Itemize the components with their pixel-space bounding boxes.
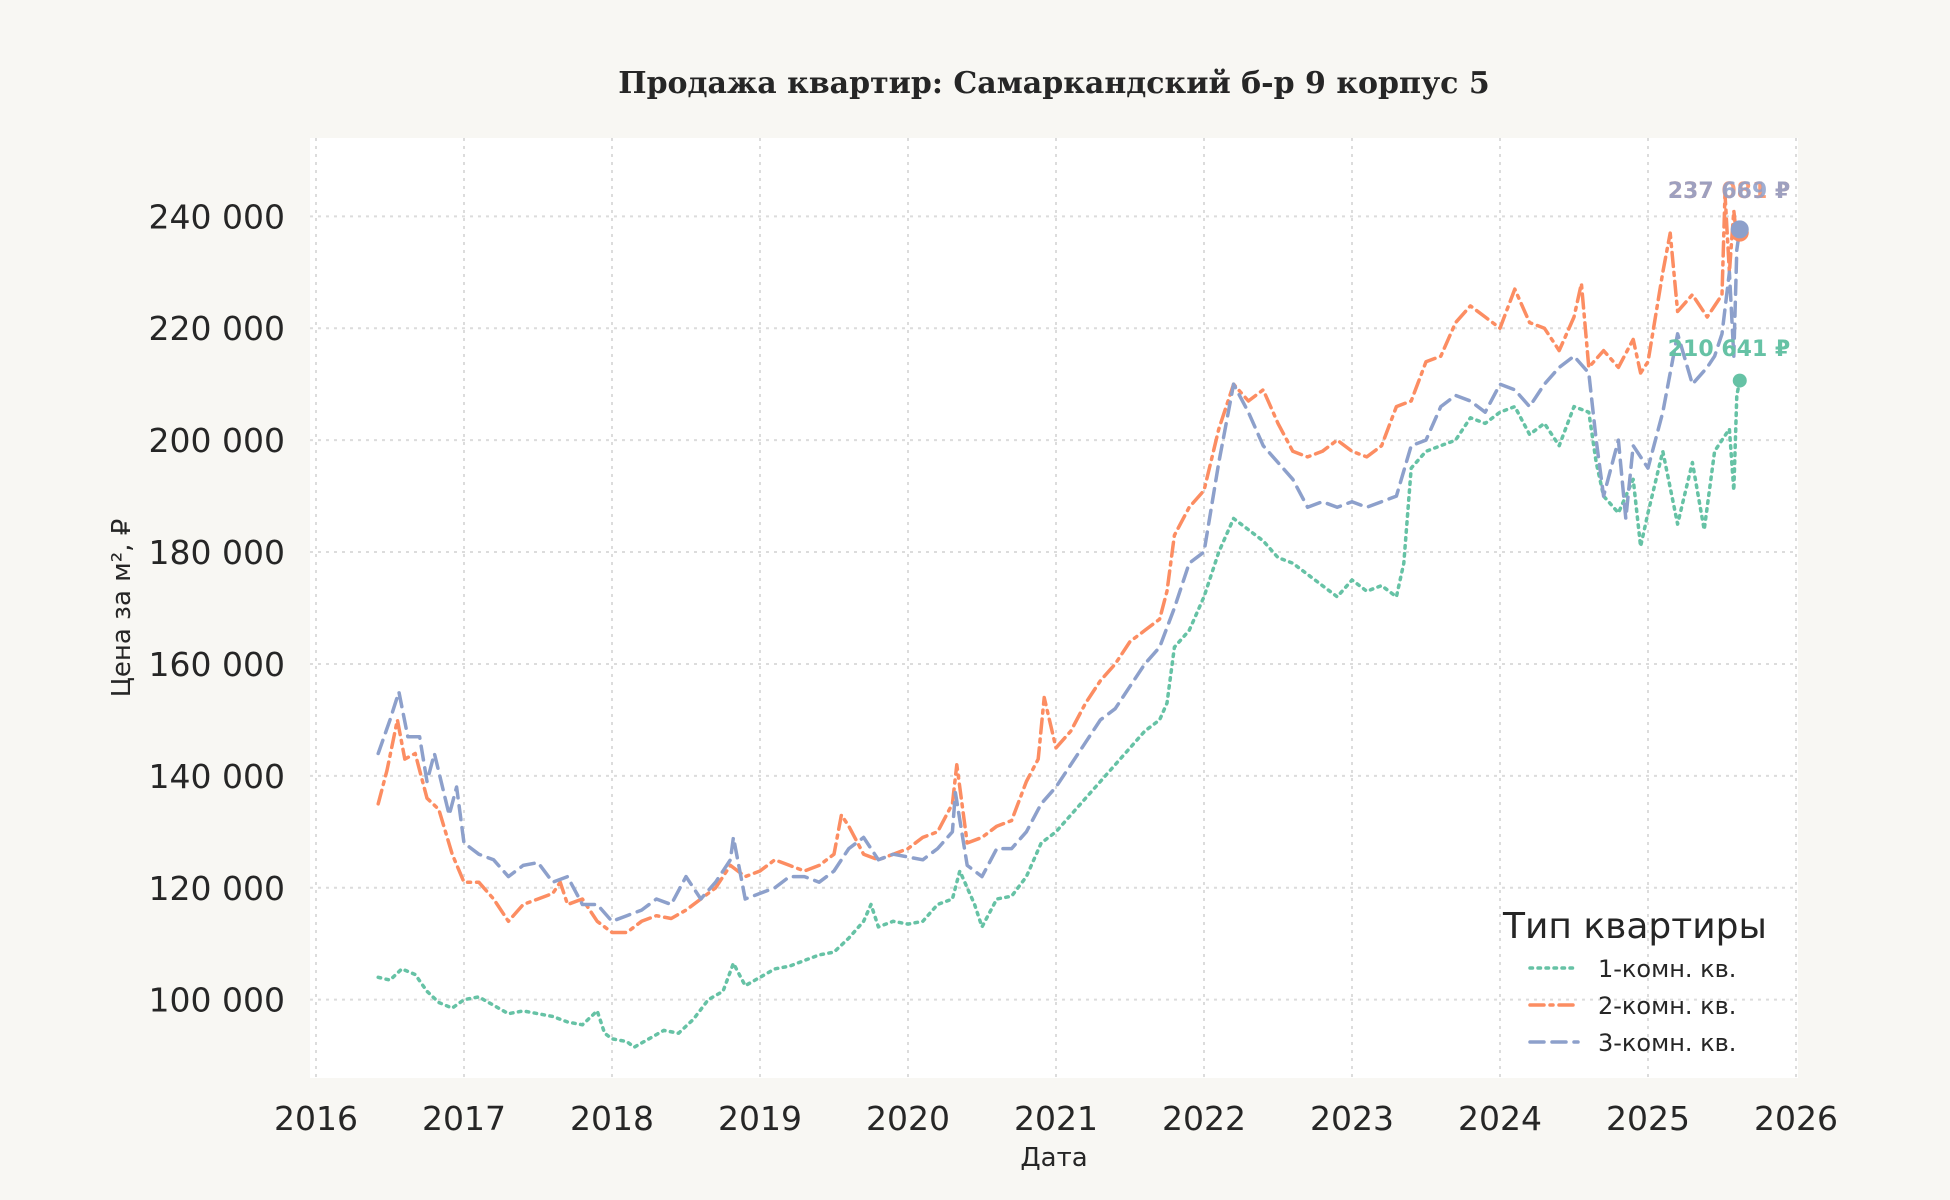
y-tick-label: 100 000: [149, 981, 285, 1020]
legend-label: 3-комн. кв.: [1598, 1029, 1736, 1057]
x-tick-label: 2019: [718, 1099, 802, 1138]
y-tick-label: 160 000: [149, 645, 285, 684]
legend-label: 2-комн. кв.: [1598, 992, 1736, 1020]
x-tick-label: 2024: [1458, 1099, 1542, 1138]
chart-title: Продажа квартир: Самаркандский б-р 9 кор…: [618, 66, 1490, 101]
y-tick-label: 120 000: [149, 869, 285, 908]
series-lines: [376, 192, 1742, 1049]
y-tick-label: 140 000: [149, 757, 285, 796]
y-tick-label: 180 000: [149, 533, 285, 572]
y-axis-label: Цена за м², ₽: [107, 519, 137, 698]
x-tick-label: 2022: [1162, 1099, 1246, 1138]
end-point-marker: [1732, 373, 1747, 388]
series-line-1: [376, 378, 1742, 1049]
series-line-3: [376, 227, 1742, 924]
series-line-2: [376, 192, 1742, 935]
end-value-label: 210 641 ₽: [1668, 337, 1790, 362]
x-tick-label: 2020: [866, 1099, 950, 1138]
y-tick-label: 200 000: [149, 421, 285, 460]
x-tick-label: 2018: [570, 1099, 654, 1138]
y-tick-label: 240 000: [149, 197, 285, 236]
end-annotations: 210 641 ₽ 237 081 ₽237 669 ₽: [1668, 179, 1790, 388]
x-tick-label: 2023: [1310, 1099, 1394, 1138]
plot-area: [310, 138, 1798, 1078]
x-tick-label: 2017: [422, 1099, 506, 1138]
legend-title: Тип квартиры: [1502, 906, 1767, 947]
end-value-label: 237 081 ₽: [1668, 179, 1790, 204]
x-axis-label: Дата: [1020, 1143, 1087, 1173]
axis-ticks: 2016 2017 2018 2019 2020 2021 2022 2023 2024 2025…: [149, 197, 1838, 1138]
legend-label: 1-комн. кв.: [1598, 955, 1736, 983]
x-tick-label: 2016: [274, 1099, 358, 1138]
end-point-marker: [1730, 220, 1749, 239]
x-tick-label: 2026: [1754, 1099, 1838, 1138]
x-tick-label: 2025: [1606, 1099, 1690, 1138]
legend: Тип квартиры 1-комн. кв. 2-комн. кв. 3-ком…: [1502, 906, 1767, 1057]
end-value-label: 237 669 ₽: [1668, 179, 1790, 204]
grid-lines: [310, 138, 1798, 1078]
x-tick-label: 2021: [1014, 1099, 1098, 1138]
y-tick-label: 220 000: [149, 309, 285, 348]
